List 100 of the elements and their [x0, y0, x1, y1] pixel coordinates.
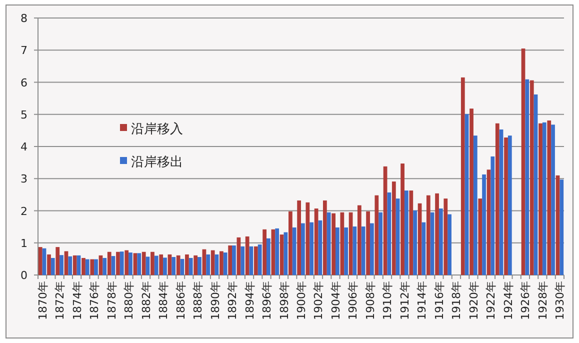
x-tick-label: 1908年	[364, 281, 377, 320]
bar	[547, 120, 552, 275]
bar	[214, 254, 219, 275]
bar	[107, 252, 112, 275]
bar	[318, 220, 322, 275]
bar	[482, 174, 486, 275]
bar	[98, 255, 103, 275]
bar	[383, 166, 388, 275]
bar	[124, 250, 129, 275]
bar	[460, 77, 465, 275]
y-tick-label: 0	[20, 269, 28, 282]
bar	[357, 205, 362, 275]
bar	[438, 208, 443, 275]
bar	[85, 259, 90, 275]
x-tick-label: 1874年	[70, 281, 84, 320]
bar	[188, 258, 193, 275]
bar	[68, 256, 72, 275]
bar	[332, 213, 336, 275]
bar	[137, 253, 142, 275]
bar	[387, 192, 392, 275]
bar	[50, 258, 55, 275]
bar	[142, 252, 146, 275]
x-tick-label: 1918年	[450, 281, 464, 320]
bar	[284, 232, 288, 275]
x-tick-label: 1916年	[432, 281, 446, 320]
bar	[314, 208, 318, 275]
bar	[352, 226, 357, 275]
x-tick-label: 1920年	[467, 281, 480, 320]
y-tick-label: 6	[20, 76, 28, 90]
y-tick-label: 8	[20, 12, 28, 25]
x-tick-label: 1888年	[192, 281, 205, 320]
bar	[185, 254, 189, 275]
bar	[306, 202, 310, 275]
x-tick-label: 1890年	[208, 281, 222, 320]
bar	[504, 138, 508, 275]
bar	[551, 124, 555, 275]
bar	[240, 246, 245, 275]
bar	[508, 136, 512, 275]
bar	[72, 255, 77, 275]
bar	[56, 247, 60, 275]
bar	[176, 255, 180, 275]
bar	[400, 164, 404, 275]
bar	[280, 234, 284, 275]
bar	[210, 250, 215, 275]
x-tick-label: 1898年	[278, 281, 291, 320]
bar	[530, 80, 534, 275]
bar	[538, 123, 542, 275]
bar	[297, 200, 301, 275]
x-tick-label: 1910年	[381, 281, 394, 320]
y-tick-label: 1	[20, 236, 28, 250]
bar	[262, 229, 267, 275]
bar	[409, 190, 414, 275]
bar	[254, 246, 258, 275]
x-tick-label: 1922年	[484, 281, 498, 320]
x-tick-label: 1872年	[54, 281, 67, 320]
x-tick-label: 1912年	[398, 281, 412, 320]
bar	[111, 256, 116, 275]
bar	[326, 212, 331, 275]
bar	[194, 255, 198, 275]
bar	[413, 210, 417, 275]
x-tick-label: 1870年	[36, 281, 50, 320]
bar	[159, 254, 164, 275]
legend-label: 沿岸移出	[131, 155, 183, 170]
bar	[120, 252, 124, 275]
bar	[521, 48, 526, 275]
bar	[361, 226, 366, 275]
bar	[335, 227, 340, 275]
bar	[534, 94, 538, 275]
bar	[206, 254, 210, 275]
legend-label: 沿岸移入	[131, 122, 183, 137]
bar	[198, 257, 202, 275]
y-tick-label: 5	[20, 108, 28, 122]
bar	[232, 245, 236, 275]
bar	[60, 255, 64, 275]
x-tick-label: 1924年	[502, 281, 515, 320]
bar	[275, 228, 280, 275]
bar	[271, 229, 276, 275]
y-tick-label: 4	[20, 140, 28, 154]
bar	[418, 203, 422, 275]
bar	[348, 212, 353, 275]
bar	[404, 190, 408, 275]
bar	[396, 198, 400, 275]
x-tick-label: 1902年	[312, 281, 326, 320]
x-tick-label: 1886年	[174, 281, 188, 320]
bar	[344, 227, 348, 275]
bar	[495, 123, 500, 275]
x-tick-label: 1900年	[295, 281, 308, 320]
bar	[102, 258, 107, 275]
bar	[94, 259, 98, 275]
bar	[448, 214, 452, 275]
bar	[310, 222, 314, 275]
bar	[366, 211, 370, 275]
x-tick-label: 1904年	[329, 281, 342, 320]
bar	[292, 227, 296, 275]
bar	[288, 211, 292, 275]
x-tick-label: 1906年	[346, 281, 360, 320]
bar	[47, 254, 51, 275]
bar	[464, 114, 469, 275]
x-tick-label: 1878年	[105, 281, 118, 320]
bar	[378, 212, 382, 275]
